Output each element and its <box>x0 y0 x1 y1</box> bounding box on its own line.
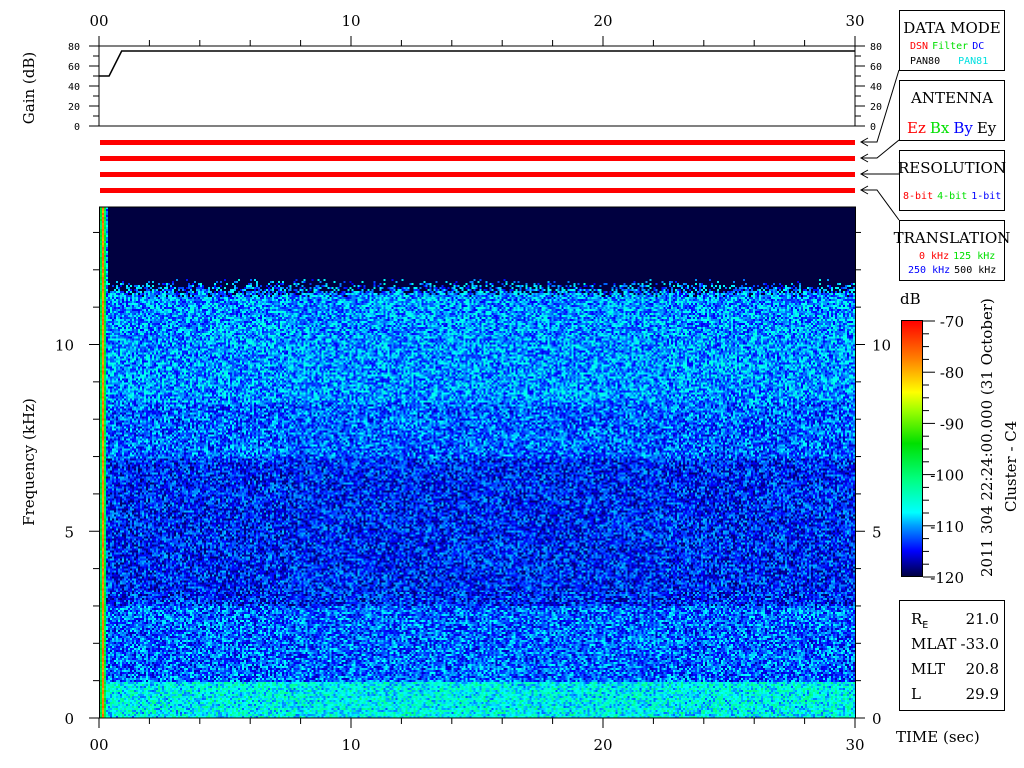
antenna-row: Ez Bx By Ey <box>907 119 997 137</box>
gain-tick-label-right: 0 <box>870 122 876 133</box>
resolution-title: RESOLUTION <box>898 159 1006 177</box>
time-tick-label-bottom: 00 <box>89 736 108 754</box>
legend-item: 1-bit <box>971 191 1001 202</box>
time-tick-label-top: 10 <box>341 12 360 30</box>
legend-item: DSN <box>910 41 928 52</box>
mlt-value: 20.8 <box>966 660 999 678</box>
legend-item: 250 kHz <box>908 265 950 276</box>
legend-item: DC <box>972 41 984 52</box>
gain-tick-label: 80 <box>68 42 80 53</box>
status-bar <box>100 156 855 161</box>
l-value: 29.9 <box>966 685 999 703</box>
mlat-value: -33.0 <box>961 635 999 653</box>
arrow-translation <box>862 189 900 221</box>
freq-tick-label-right: 5 <box>872 523 882 541</box>
arrow-head-2 <box>859 153 869 163</box>
antenna-box: ANTENNA Ez Bx By Ey <box>899 80 1005 141</box>
legend-item: 4-bit <box>937 191 967 202</box>
l-label: L <box>911 685 921 703</box>
legend-item: 500 kHz <box>954 265 996 276</box>
mlat-label: MLAT <box>911 635 956 653</box>
translation-row-2: 250 kHz 500 kHz <box>908 265 996 276</box>
time-tick-label-bottom: 20 <box>593 736 612 754</box>
gain-line <box>99 50 855 77</box>
legend-item: Ey <box>977 119 997 137</box>
time-tick-label-top: 20 <box>593 12 612 30</box>
time-axis-label: TIME (sec) <box>896 728 980 746</box>
gain-tick-label: 20 <box>68 102 80 113</box>
gain-tick-label: 60 <box>68 62 80 73</box>
legend-item: 0 kHz <box>919 251 949 262</box>
antenna-title: ANTENNA <box>910 89 993 107</box>
colorbar-tick-label: -100 <box>930 467 964 485</box>
resolution-box: RESOLUTION 8-bit 4-bit 1-bit <box>898 150 1006 211</box>
legend-item: Filter <box>932 41 968 52</box>
colorbar-label: dB <box>900 290 921 308</box>
gain-tick-label: 40 <box>68 82 80 93</box>
arrow-head-3 <box>859 169 869 179</box>
resolution-row: 8-bit 4-bit 1-bit <box>903 191 1001 202</box>
freq-tick-label: 5 <box>64 523 74 541</box>
mlt-label: MLT <box>911 660 945 678</box>
freq-tick-label: 10 <box>55 337 74 355</box>
status-bar <box>100 188 855 193</box>
time-tick-label-bottom: 10 <box>341 736 360 754</box>
spectrogram-image <box>100 207 855 718</box>
legend-item: 8-bit <box>903 191 933 202</box>
data-mode-row-2: PAN80 PAN81 <box>910 56 988 67</box>
re-label: RE <box>911 610 928 631</box>
translation-box: TRANSLATION 0 kHz 125 kHz 250 kHz 500 kHz <box>894 220 1011 281</box>
timestamp: 2011 304 22:24:00.000 (31 October) <box>978 298 996 577</box>
status-bar <box>100 172 855 177</box>
spacecraft-label: Cluster - C4 <box>1002 421 1020 512</box>
orbit-info-box: RE 21.0 MLAT -33.0 MLT 20.8 L 29.9 <box>899 600 1005 711</box>
colorbar-tick-label: -110 <box>930 518 964 536</box>
arrow-head-4 <box>859 185 869 195</box>
freq-tick-label-right: 10 <box>872 337 891 355</box>
time-tick-label-bottom: 30 <box>845 736 864 754</box>
data-mode-row-1: DSN Filter DC <box>910 41 984 52</box>
spectrogram-frame <box>99 206 856 719</box>
gain-tick-label-right: 80 <box>870 42 882 53</box>
gain-tick-label-right: 60 <box>870 62 882 73</box>
freq-tick-label: 0 <box>64 710 74 728</box>
data-mode-box: DATA MODE DSN Filter DC PAN80 PAN81 <box>899 10 1005 71</box>
arrow-data-mode <box>862 69 900 143</box>
frequency-axis-label: Frequency (kHz) <box>20 398 38 526</box>
time-tick-label-top: 30 <box>845 12 864 30</box>
translation-title: TRANSLATION <box>894 229 1011 247</box>
legend-item: By <box>953 119 973 137</box>
status-bar <box>100 140 855 145</box>
gain-axis-label: Gain (dB) <box>20 52 38 124</box>
translation-row-1: 0 kHz 125 kHz <box>919 251 995 262</box>
freq-tick-label-right: 0 <box>872 710 882 728</box>
colorbar-tick-label: -80 <box>940 364 964 382</box>
gain-tick-label-right: 40 <box>870 82 882 93</box>
gain-tick-label-right: 20 <box>870 102 882 113</box>
legend-arrows <box>859 69 900 221</box>
legend-item: Ez <box>907 119 926 137</box>
legend-item: Bx <box>930 119 950 137</box>
legend-item: PAN80 <box>910 56 940 67</box>
arrow-antenna <box>862 139 900 159</box>
colorbar-tick-label: -120 <box>930 569 964 587</box>
colorbar-tick-label: -90 <box>940 415 964 433</box>
colorbar <box>901 320 923 577</box>
status-bars <box>100 140 855 193</box>
arrow-head-1 <box>859 137 869 147</box>
re-value: 21.0 <box>966 610 999 628</box>
legend-item: 125 kHz <box>953 251 995 262</box>
legend-item: PAN81 <box>958 56 988 67</box>
gain-tick-label: 0 <box>74 122 80 133</box>
time-tick-label-top: 00 <box>89 12 108 30</box>
data-mode-title: DATA MODE <box>903 19 1000 37</box>
colorbar-tick-label: -70 <box>940 313 964 331</box>
